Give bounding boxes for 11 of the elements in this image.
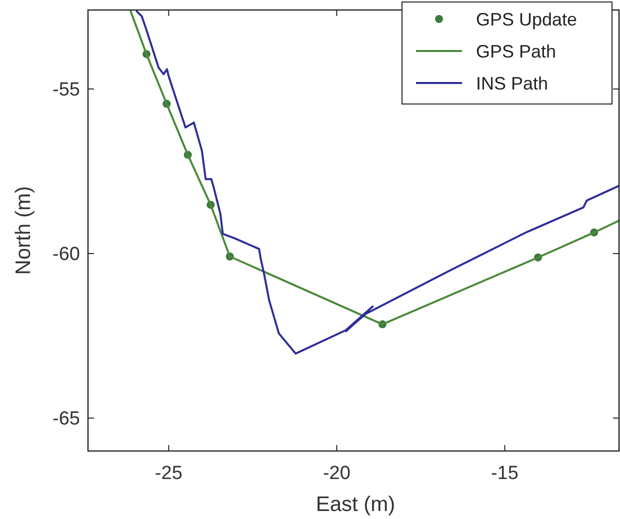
y-axis-title: North (m) bbox=[12, 186, 35, 275]
x-tick-label: -20 bbox=[322, 463, 350, 484]
y-tick-label: -65 bbox=[52, 408, 80, 430]
x-axis-title: East (m) bbox=[316, 493, 396, 516]
legend-label: INS Path bbox=[476, 73, 548, 94]
y-tick-label: -60 bbox=[52, 244, 80, 266]
legend-label: GPS Update bbox=[476, 9, 578, 30]
x-tick-label: -25 bbox=[154, 463, 182, 484]
legend-label: GPS Path bbox=[476, 41, 556, 62]
x-tick-label: -15 bbox=[491, 463, 518, 484]
y-tick-label: -55 bbox=[52, 80, 80, 101]
